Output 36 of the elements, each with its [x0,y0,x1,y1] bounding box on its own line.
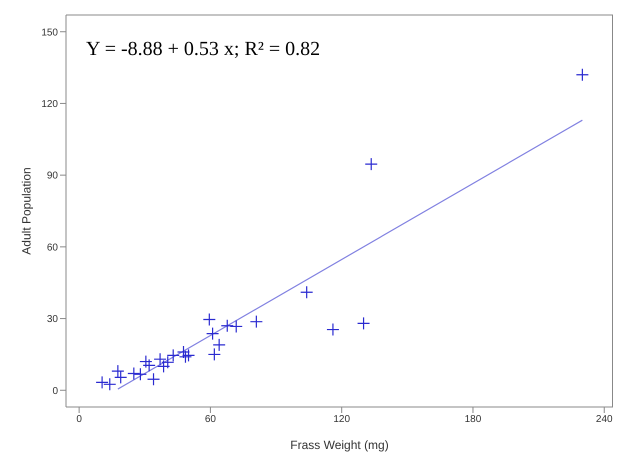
point [208,348,221,362]
point [96,376,109,389]
point [206,327,220,340]
annotation: Y = -8.88 + 0.53 x; R² = 0.82 [86,38,320,61]
point [202,312,216,326]
point [161,356,174,369]
point [212,338,226,352]
y-tick-label: 150 [41,27,58,38]
point [178,350,192,364]
point [250,315,263,328]
point [300,286,314,299]
point [576,68,589,82]
x-tick-label: 120 [333,414,350,426]
x-tick-label: 180 [464,414,482,426]
point [356,316,370,330]
point [127,366,140,380]
x-tick-label: 60 [204,414,216,426]
point [142,358,156,372]
point [364,158,378,171]
point [134,368,147,381]
point [139,354,152,368]
point [166,348,180,362]
y-tick-label: 120 [41,98,58,110]
x-tick-label: 0 [76,414,82,426]
y-tick-label: 30 [46,314,58,326]
point [103,378,116,391]
point [220,319,234,332]
y-tick-label: 60 [46,242,58,254]
point [230,320,243,334]
x-tick-label: 240 [596,414,614,426]
y-tick-label: 90 [46,170,58,182]
point [326,322,340,336]
y-axis-title: Adult Population [19,167,34,255]
point [146,372,160,386]
x-axis-title: Frass Weight (mg) [290,438,389,452]
y-tick-label: 0 [52,386,58,397]
